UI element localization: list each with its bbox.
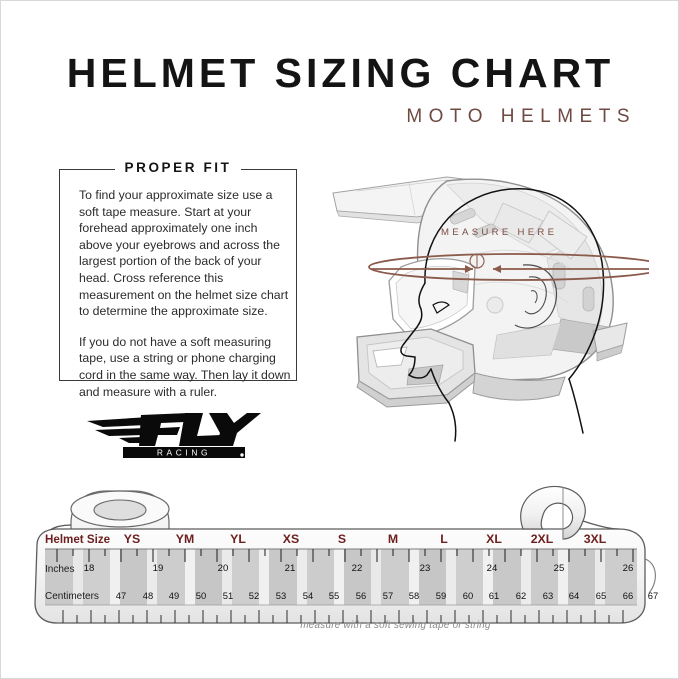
cm-value-52: 52	[248, 590, 260, 601]
cm-value-47: 47	[115, 590, 127, 601]
page-title: HELMET SIZING CHART	[66, 50, 615, 96]
cm-value-51: 51	[222, 590, 234, 601]
cm-value-67: 67	[647, 590, 659, 601]
measure-here-label: MEASURE HERE	[441, 227, 558, 238]
cm-value-56: 56	[355, 590, 367, 601]
size-label-xl: XL	[486, 532, 502, 546]
size-label-ym: YM	[175, 532, 195, 546]
inch-value-25: 25	[553, 563, 565, 574]
inch-value-19: 19	[152, 563, 164, 574]
title-block: HELMET SIZING CHART MOTO HELMETS	[1, 53, 679, 128]
cm-value-55: 55	[328, 590, 340, 601]
cm-value-60: 60	[462, 590, 474, 601]
tape-body	[34, 528, 646, 624]
helmet-shell	[416, 178, 628, 382]
inch-value-20: 20	[217, 563, 229, 574]
measure-indicator	[368, 253, 649, 281]
cm-value-59: 59	[435, 590, 447, 601]
proper-fit-legend: PROPER FIT	[59, 159, 297, 177]
cm-value-63: 63	[542, 590, 554, 601]
inch-value-21: 21	[284, 563, 296, 574]
size-label-ys: YS	[123, 532, 141, 546]
tape-ticks-bottom	[62, 610, 624, 623]
cm-value-49: 49	[168, 590, 180, 601]
page-subtitle: MOTO HELMETS	[406, 106, 636, 127]
cm-value-66: 66	[622, 590, 634, 601]
size-label-s: S	[337, 532, 347, 546]
head-profile	[400, 188, 605, 442]
tape-bands	[45, 549, 637, 605]
cm-value-54: 54	[302, 590, 314, 601]
cm-value-65: 65	[595, 590, 607, 601]
row-label-helmet-size: Helmet Size	[45, 533, 111, 546]
tape-ticks-top	[56, 549, 634, 562]
cm-value-58: 58	[408, 590, 420, 601]
size-label-l: L	[440, 532, 448, 546]
helmet-neck-roll	[472, 372, 566, 401]
cm-value-48: 48	[142, 590, 154, 601]
size-label-m: M	[387, 532, 399, 546]
inch-value-24: 24	[486, 563, 498, 574]
proper-fit-text: To find your approximate size use a soft…	[79, 187, 291, 400]
cm-value-62: 62	[515, 590, 527, 601]
sizing-tape-graphic	[34, 485, 656, 624]
helmet-chin-bar	[356, 328, 476, 408]
logo-tagline: RACING	[157, 448, 211, 458]
proper-fit-paragraph-2: If you do not have a soft measuring tape…	[79, 334, 291, 399]
proper-fit-legend-text: PROPER FIT	[115, 160, 241, 175]
tape-caption: measure with a soft sewing tape or strin…	[300, 620, 491, 631]
inch-value-26: 26	[622, 563, 634, 574]
cm-value-64: 64	[568, 590, 580, 601]
size-label-yl: YL	[230, 532, 246, 546]
cm-value-50: 50	[195, 590, 207, 601]
size-label-3xl: 3XL	[583, 532, 607, 546]
row-label-inches: Inches	[45, 564, 75, 575]
cm-value-53: 53	[275, 590, 287, 601]
size-label-xs: XS	[282, 532, 300, 546]
inch-value-22: 22	[351, 563, 363, 574]
proper-fit-paragraph-1: To find your approximate size use a soft…	[79, 188, 289, 319]
inch-value-18: 18	[83, 563, 95, 574]
tape-curl-right	[520, 485, 656, 594]
helmet-illustration	[332, 176, 649, 442]
inch-value-23: 23	[419, 563, 431, 574]
size-label-2xl: 2XL	[530, 532, 554, 546]
cm-value-57: 57	[382, 590, 394, 601]
cm-value-61: 61	[488, 590, 500, 601]
row-label-centimeters: Centimeters	[45, 591, 99, 602]
fly-racing-logo: RACING	[87, 413, 261, 458]
